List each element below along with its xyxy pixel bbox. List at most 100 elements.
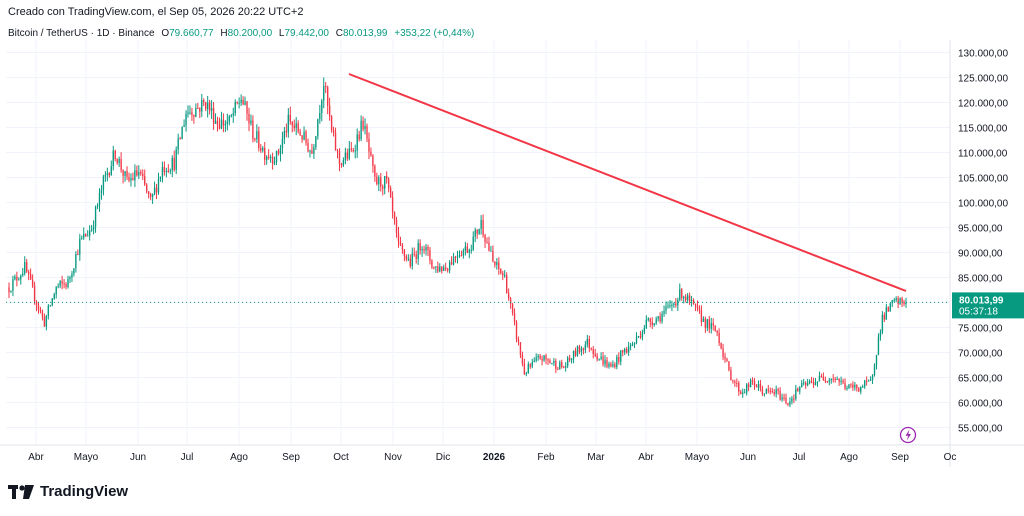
candle-body (195, 108, 197, 117)
tradingview-logo[interactable]: TradingView (8, 483, 128, 500)
created-with-caption: Creado con TradingView.com, el Sep 05, 2… (8, 6, 304, 18)
candle-body (842, 380, 844, 383)
candle-body (256, 131, 258, 140)
candle-body (582, 348, 585, 350)
candle-body (545, 355, 547, 360)
price-chart[interactable]: 55.000,00 60.000,00 65.000,00 70.000,00 75.0… (0, 40, 1024, 468)
candle-body (232, 113, 234, 116)
candle-body (470, 249, 472, 251)
candle-body (474, 229, 476, 237)
candle-body (505, 275, 508, 294)
candle-body (362, 120, 364, 130)
candle-body (836, 379, 838, 380)
candle-body (39, 309, 42, 312)
candle-body (584, 344, 587, 350)
candle-body (299, 131, 301, 136)
candle-body (12, 279, 14, 291)
candle-body (393, 212, 396, 221)
candle-body (820, 376, 823, 378)
candle-body (14, 276, 16, 280)
candle-body (818, 376, 821, 382)
candle-body (681, 289, 683, 299)
candle-body (661, 313, 663, 322)
y-tick-label: 125.000,00 (958, 74, 1008, 85)
candle-body (865, 380, 868, 382)
candle-body (769, 390, 771, 392)
x-tick-label: Mayo (74, 452, 99, 463)
candle-body (185, 114, 187, 126)
candle-body (92, 226, 95, 230)
symbol-name[interactable]: Bitcoin / TetherUS · 1D · Binance (8, 28, 155, 39)
candle-body (218, 125, 221, 129)
candle-body (81, 237, 83, 239)
candle-body (899, 298, 901, 305)
candle-body (305, 131, 307, 143)
candle-body (234, 101, 236, 114)
candle-body (325, 86, 327, 88)
candle-body (657, 316, 659, 319)
candle-body (441, 266, 443, 271)
candle-body (822, 376, 825, 380)
grid-lines (6, 40, 951, 445)
candle-body (641, 332, 644, 338)
candle-body (429, 250, 431, 261)
candle-body (380, 177, 382, 187)
candle-body (677, 299, 679, 306)
candle-body (167, 170, 170, 172)
candle-body (808, 381, 811, 384)
candle-body (372, 155, 374, 167)
candle-body (338, 151, 341, 164)
candles (8, 77, 907, 408)
candle-body (27, 271, 30, 275)
candle-body (51, 298, 53, 306)
candle-body (879, 332, 882, 337)
candle-body (610, 363, 612, 367)
candle-body (806, 383, 809, 386)
x-tick-label: Jun (130, 452, 146, 463)
candle-body (482, 220, 484, 235)
candle-body (108, 173, 111, 176)
candle-body (844, 382, 846, 389)
candle-body (785, 397, 787, 404)
candle-body (155, 187, 158, 193)
candle-body (803, 382, 805, 384)
candle-body (541, 358, 543, 361)
candle-body (712, 323, 714, 326)
close-value: 80.013,99 (343, 28, 388, 39)
y-tick-label: 60.000,00 (958, 399, 1003, 410)
candle-body (509, 298, 512, 305)
candle-body (590, 347, 592, 350)
candle-body (862, 386, 864, 388)
candle-body (881, 314, 884, 333)
chart-area[interactable]: 55.000,00 60.000,00 65.000,00 70.000,00 75.0… (0, 40, 1024, 468)
candle-body (163, 166, 166, 172)
candle-body (85, 233, 87, 237)
candle-body (450, 262, 453, 265)
candle-body (830, 378, 832, 381)
candle-body (446, 268, 449, 271)
candle-body (90, 229, 93, 231)
candle-body (671, 305, 673, 307)
candle-body (893, 300, 895, 301)
y-tick-label: 65.000,00 (958, 374, 1003, 385)
candle-body (421, 249, 423, 251)
candle-body (134, 170, 136, 181)
candle-body (519, 342, 522, 356)
candle-body (266, 156, 268, 160)
candle-body (627, 346, 630, 353)
candle-body (537, 355, 539, 358)
candle-body (606, 359, 608, 367)
candle-body (738, 382, 740, 393)
lightning-icon[interactable] (899, 426, 917, 444)
candle-body (71, 273, 73, 278)
candle-body (332, 130, 335, 133)
candle-body (543, 355, 545, 361)
candle-body (867, 380, 870, 382)
candle-body (407, 258, 410, 260)
candle-body (417, 243, 419, 259)
candle-body (37, 305, 40, 310)
candle-body (144, 176, 146, 185)
candle-body (79, 238, 81, 255)
candle-body (698, 308, 701, 311)
candle-body (212, 108, 215, 124)
